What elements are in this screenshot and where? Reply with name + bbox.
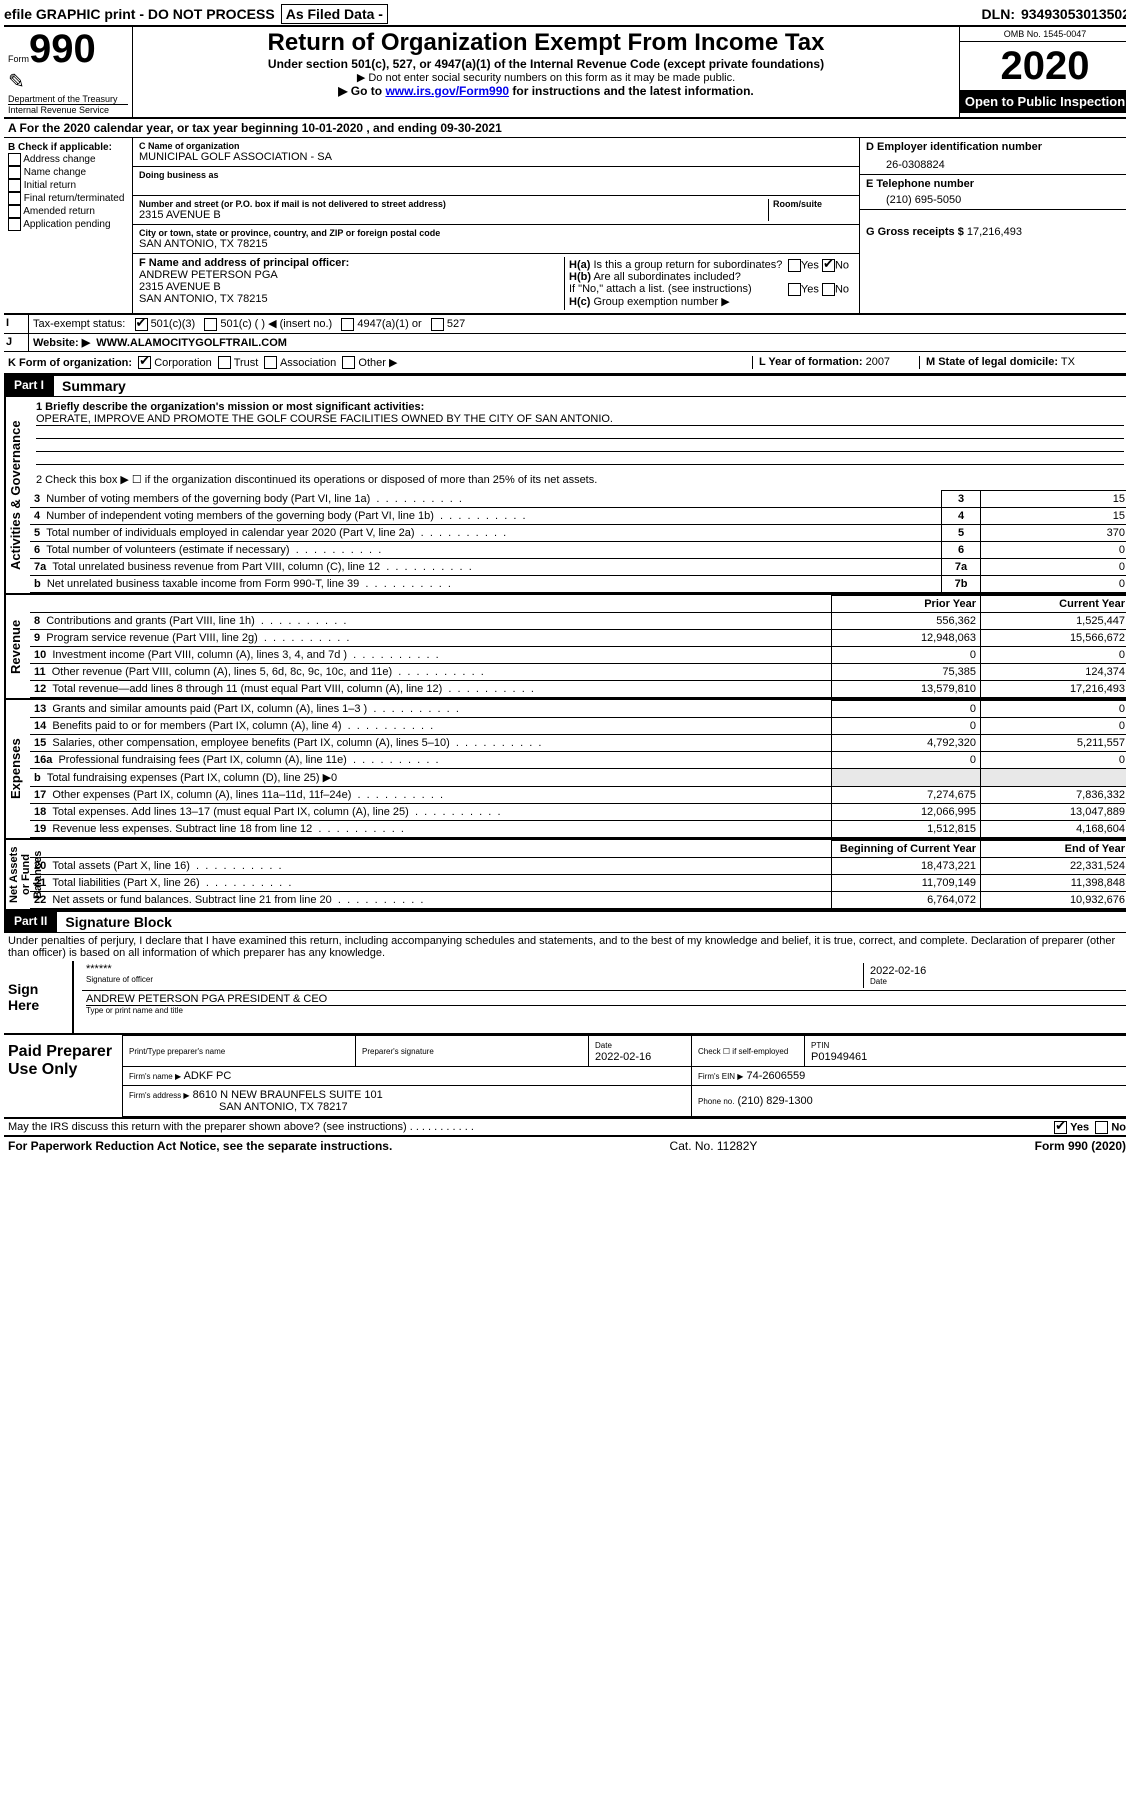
form-note1: ▶ Do not enter social security numbers o… [139, 71, 953, 84]
room-lbl: Room/suite [773, 199, 853, 209]
dept-text: Department of the Treasury [8, 94, 128, 104]
f-city: SAN ANTONIO, TX 78215 [139, 293, 564, 305]
chk-corp[interactable] [138, 356, 151, 369]
chk-trust[interactable] [218, 356, 231, 369]
chk-4947[interactable] [341, 318, 354, 331]
chk-pending[interactable] [8, 218, 21, 231]
page-footer: For Paperwork Reduction Act Notice, see … [4, 1137, 1126, 1155]
e-lbl: E Telephone number [866, 178, 1124, 190]
row-a-tax-year: A For the 2020 calendar year, or tax yea… [4, 119, 1126, 138]
f-name: ANDREW PETERSON PGA [139, 269, 564, 281]
tax-year: 2020 [960, 42, 1126, 90]
d-lbl: D Employer identification number [866, 141, 1124, 153]
omb-text: OMB No. 1545-0047 [960, 27, 1126, 42]
top-bar: efile GRAPHIC print - DO NOT PROCESS As … [4, 4, 1126, 27]
form-subtitle: Under section 501(c), 527, or 4947(a)(1)… [139, 57, 953, 71]
row-k: K Form of organization: Corporation Trus… [4, 352, 1126, 376]
dln-label: DLN: [982, 6, 1015, 22]
part2-header: Part II Signature Block [4, 911, 1126, 933]
ha-yes[interactable] [788, 259, 801, 272]
governance-block: Activities & Governance 1 Briefly descri… [4, 397, 1126, 595]
form-title: Return of Organization Exempt From Incom… [139, 29, 953, 57]
note2b: for instructions and the latest informat… [509, 84, 754, 98]
form-header: Form990 ✎ Department of the Treasury Int… [4, 27, 1126, 119]
paid-preparer-block: Paid Preparer Use Only Print/Type prepar… [4, 1035, 1126, 1119]
netassets-block: Net Assets or Fund Balances Beginning of… [4, 840, 1126, 911]
chk-final[interactable] [8, 192, 21, 205]
efile-text: efile GRAPHIC print - DO NOT PROCESS [4, 6, 275, 22]
irs-link[interactable]: www.irs.gov/Form990 [385, 84, 509, 98]
street-lbl: Number and street (or P.O. box if mail i… [139, 199, 768, 209]
dln-value: 93493053013502 [1021, 6, 1126, 22]
row-j: J Website: ▶ WWW.ALAMOCITYGOLFTRAIL.COM [4, 334, 1126, 352]
chk-501c[interactable] [204, 318, 217, 331]
chk-assoc[interactable] [264, 356, 277, 369]
irs-text: Internal Revenue Service [8, 104, 128, 115]
b-title: B Check if applicable: [8, 142, 128, 153]
city-lbl: City or town, state or province, country… [139, 228, 853, 238]
q2-text: 2 Check this box ▶ ☐ if the organization… [30, 469, 1126, 490]
expenses-table: 13 Grants and similar amounts paid (Part… [30, 700, 1126, 838]
discuss-yes[interactable] [1054, 1121, 1067, 1134]
officer-name: ANDREW PETERSON PGA PRESIDENT & CEO [86, 993, 1126, 1005]
hb-no[interactable] [822, 283, 835, 296]
perjury-text: Under penalties of perjury, I declare th… [4, 933, 1126, 961]
city-val: SAN ANTONIO, TX 78215 [139, 238, 853, 250]
org-name: MUNICIPAL GOLF ASSOCIATION - SA [139, 151, 853, 163]
chk-527[interactable] [431, 318, 444, 331]
c-name-lbl: C Name of organization [139, 141, 853, 151]
ha-no[interactable] [822, 259, 835, 272]
chk-name[interactable] [8, 166, 21, 179]
discuss-no[interactable] [1095, 1121, 1108, 1134]
entity-grid: B Check if applicable: Address change Na… [4, 138, 1126, 315]
as-filed-box: As Filed Data - [281, 4, 388, 24]
website-val: WWW.ALAMOCITYGOLFTRAIL.COM [96, 337, 287, 349]
chk-other[interactable] [342, 356, 355, 369]
revenue-table: Prior YearCurrent Year8 Contributions an… [30, 595, 1126, 698]
row-i: I Tax-exempt status: 501(c)(3) 501(c) ( … [4, 315, 1126, 334]
g-val: 17,216,493 [967, 226, 1022, 238]
part1-header: Part I Summary [4, 375, 1126, 397]
expenses-block: Expenses 13 Grants and similar amounts p… [4, 700, 1126, 840]
revenue-block: Revenue Prior YearCurrent Year8 Contribu… [4, 595, 1126, 700]
discuss-text: May the IRS discuss this return with the… [8, 1121, 407, 1133]
f-street: 2315 AVENUE B [139, 281, 564, 293]
ein-val: 26-0308824 [866, 153, 1124, 171]
netassets-table: Beginning of Current YearEnd of Year20 T… [30, 840, 1126, 909]
sign-here-block: Sign Here ****** Signature of officer 20… [4, 961, 1126, 1035]
q1-label: 1 Briefly describe the organization's mi… [36, 401, 1124, 413]
phone-val: (210) 695-5050 [866, 190, 1124, 206]
mission-text: OPERATE, IMPROVE AND PROMOTE THE GOLF CO… [36, 413, 1124, 426]
chk-501c3[interactable] [135, 318, 148, 331]
g-lbl: G Gross receipts $ [866, 226, 964, 238]
f-lbl: F Name and address of principal officer: [139, 257, 564, 269]
form-word: Form [8, 54, 29, 64]
form-number: 990 [29, 27, 96, 71]
chk-address[interactable] [8, 153, 21, 166]
hb-yes[interactable] [788, 283, 801, 296]
dba-lbl: Doing business as [139, 170, 853, 180]
open-inspection: Open to Public Inspection [960, 90, 1126, 113]
chk-amended[interactable] [8, 205, 21, 218]
street-val: 2315 AVENUE B [139, 209, 768, 221]
note2a: ▶ Go to [338, 84, 385, 98]
governance-table: 3 Number of voting members of the govern… [30, 490, 1126, 593]
chk-initial[interactable] [8, 179, 21, 192]
